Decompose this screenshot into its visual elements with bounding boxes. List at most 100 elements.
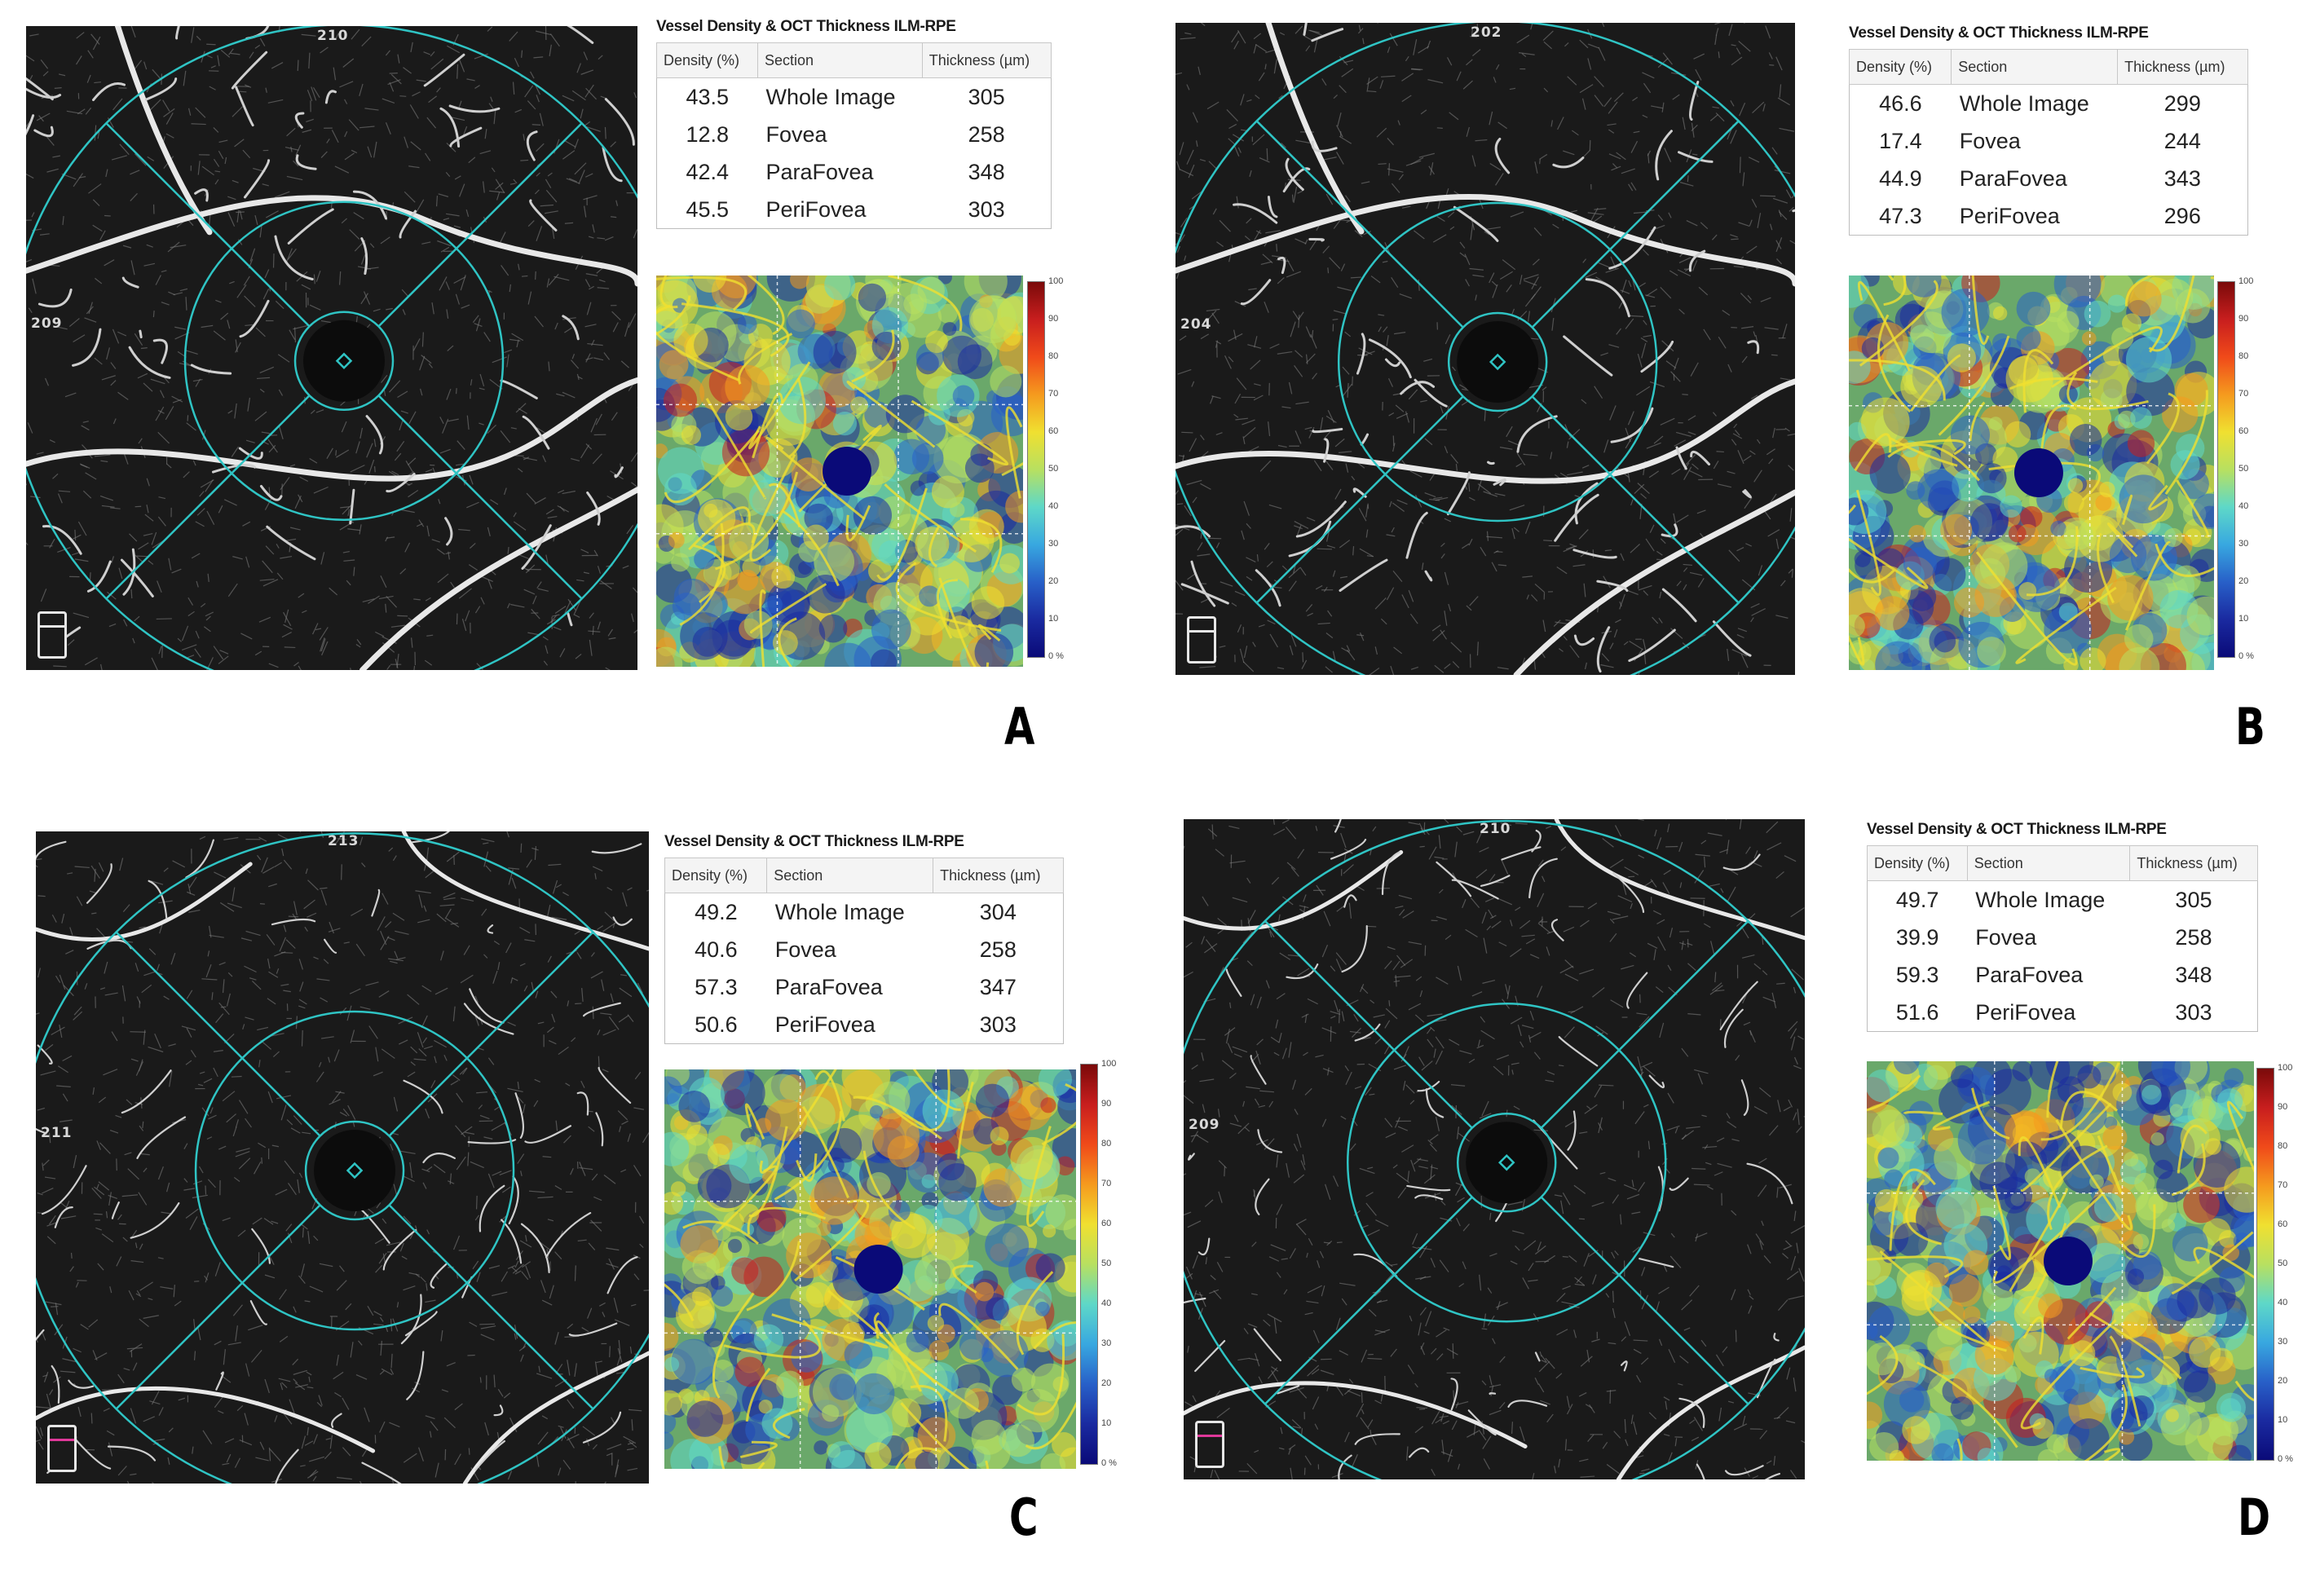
colorbar-tick-label: 30 bbox=[1101, 1338, 1112, 1348]
etdrs-grid-overlay bbox=[26, 26, 637, 670]
colorbar-tick-label: 40 bbox=[1101, 1298, 1112, 1308]
table-header-row: Density (%) Section Thickness (µm) bbox=[1848, 49, 2248, 85]
density-value: 45.5 bbox=[686, 196, 730, 222]
scan-depth-icon bbox=[47, 1425, 77, 1472]
panel-letter: C bbox=[1009, 1488, 1039, 1547]
colorbar-tick-label: 80 bbox=[1101, 1139, 1112, 1149]
density-value: 49.2 bbox=[695, 899, 738, 924]
colorbar-tick-label: 60 bbox=[1101, 1219, 1112, 1228]
colorbar-tick-label: 30 bbox=[2278, 1337, 2288, 1347]
section-name: Whole Image bbox=[1975, 887, 2106, 912]
table-row: 43.5 Whole Image 305 bbox=[657, 78, 1052, 117]
temporal-thickness-label: 211 bbox=[41, 1125, 73, 1141]
section-name: ParaFovea bbox=[765, 159, 874, 184]
fovea-low-density-spot bbox=[853, 1245, 903, 1294]
etdrs-grid-overlay bbox=[36, 832, 649, 1484]
colorbar-tick-label: 70 bbox=[1101, 1179, 1112, 1188]
section-name: PeriFovea bbox=[774, 1012, 876, 1037]
colorbar-tick-label: 10 bbox=[1048, 614, 1059, 624]
vessel-density-table: Density (%) Section Thickness (µm) 49.2 Whol… bbox=[664, 858, 1064, 1044]
colorbar-tick-label: 20 bbox=[1048, 576, 1059, 586]
section-name: ParaFovea bbox=[774, 974, 883, 999]
section-name: PeriFovea bbox=[1959, 203, 2060, 228]
density-value: 17.4 bbox=[1879, 128, 1922, 153]
colorbar-tick-label: 50 bbox=[1048, 464, 1059, 474]
thickness-value: 303 bbox=[979, 1012, 1017, 1037]
section-name: PeriFovea bbox=[1975, 999, 2076, 1025]
fovea-low-density-spot bbox=[2044, 1237, 2093, 1285]
table-row: 59.3 ParaFovea 348 bbox=[1868, 956, 2258, 994]
table-row: 49.7 Whole Image 305 bbox=[1868, 881, 2258, 919]
colorbar-tick-label: 50 bbox=[2238, 464, 2249, 474]
oct-angiography-image: 210 209 bbox=[26, 26, 637, 670]
density-value: 59.3 bbox=[1895, 962, 1939, 987]
thickness-value: 304 bbox=[979, 899, 1017, 924]
colorbar-tick-label: 40 bbox=[1048, 501, 1059, 511]
colorbar-tick-label: 20 bbox=[1101, 1378, 1112, 1388]
colorbar-tick-label: 60 bbox=[2238, 426, 2249, 436]
table-row: 45.5 PeriFovea 303 bbox=[657, 191, 1052, 229]
temporal-thickness-label: 204 bbox=[1180, 316, 1212, 333]
vessel-density-map bbox=[664, 1069, 1076, 1469]
colorbar-tick-label: 60 bbox=[2278, 1219, 2288, 1229]
section-name: Whole Image bbox=[765, 84, 896, 109]
thickness-value: 303 bbox=[2175, 999, 2212, 1025]
thickness-value: 296 bbox=[2163, 203, 2201, 228]
density-value: 47.3 bbox=[1879, 203, 1922, 228]
thickness-value: 258 bbox=[2175, 924, 2212, 950]
vessel-density-map bbox=[656, 276, 1023, 667]
section-name: ParaFovea bbox=[1975, 962, 2084, 987]
colorbar-tick-label: 0 % bbox=[2238, 651, 2254, 661]
panel-letter: B bbox=[2235, 697, 2265, 756]
density-colorbar bbox=[2217, 281, 2235, 658]
colorbar-tick-label: 40 bbox=[2278, 1298, 2288, 1307]
colorbar-tick-label: 60 bbox=[1048, 426, 1059, 436]
scan-depth-icon bbox=[37, 611, 67, 659]
colorbar-tick-label: 100 bbox=[2238, 276, 2254, 286]
table-row: 49.2 Whole Image 304 bbox=[665, 893, 1064, 932]
colorbar-tick-label: 80 bbox=[2238, 351, 2249, 361]
foveal-avascular-zone bbox=[303, 320, 385, 402]
thickness-value: 347 bbox=[979, 974, 1017, 999]
table-row: 47.3 PeriFovea 296 bbox=[1850, 197, 2248, 236]
superior-thickness-label: 210 bbox=[317, 28, 349, 44]
colorbar-tick-label: 90 bbox=[2278, 1102, 2288, 1112]
density-colorbar bbox=[1027, 281, 1045, 658]
panel-letter: A bbox=[1004, 697, 1035, 756]
table-row: 39.9 Fovea 258 bbox=[1868, 919, 2258, 956]
colorbar-tick-label: 30 bbox=[2238, 539, 2249, 549]
section-name: Whole Image bbox=[1959, 90, 2089, 116]
section-name: Fovea bbox=[774, 937, 836, 962]
table-header-row: Density (%) Section Thickness (µm) bbox=[656, 42, 1052, 78]
oct-angiography-image: 202 204 bbox=[1175, 23, 1795, 675]
table-title: Vessel Density & OCT Thickness ILM-RPE bbox=[1849, 24, 2149, 42]
colorbar-tick-label: 70 bbox=[2238, 389, 2249, 399]
fovea-low-density-spot bbox=[2013, 448, 2063, 497]
density-value: 57.3 bbox=[695, 974, 738, 999]
table-row: 50.6 PeriFovea 303 bbox=[665, 1006, 1064, 1044]
retinal-vessels bbox=[26, 26, 637, 670]
vessel-density-table: Density (%) Section Thickness (µm) 49.7 Whol… bbox=[1867, 845, 2258, 1032]
density-value: 39.9 bbox=[1895, 924, 1939, 950]
fovea-low-density-spot bbox=[823, 447, 871, 496]
density-colorbar bbox=[2256, 1068, 2274, 1461]
table-row: 17.4 Fovea 244 bbox=[1850, 122, 2248, 160]
table-header-row: Density (%) Section Thickness (µm) bbox=[1867, 845, 2258, 881]
colorbar-tick-label: 80 bbox=[2278, 1141, 2288, 1151]
colorbar-tick-label: 100 bbox=[2278, 1063, 2293, 1073]
table-title: Vessel Density & OCT Thickness ILM-RPE bbox=[664, 833, 964, 850]
section-name: Fovea bbox=[1975, 924, 2037, 950]
table-row: 44.9 ParaFovea 343 bbox=[1850, 160, 2248, 197]
colorbar-tick-label: 50 bbox=[1101, 1259, 1112, 1268]
density-header: Density (%) bbox=[1867, 845, 1968, 881]
section-name: PeriFovea bbox=[765, 196, 867, 222]
colorbar-tick-label: 100 bbox=[1048, 276, 1064, 286]
colorbar-tick-label: 10 bbox=[2278, 1415, 2288, 1425]
section-name: Fovea bbox=[765, 121, 827, 147]
vessel-density-table: Density (%) Section Thickness (µm) 46.6 Whol… bbox=[1848, 49, 2248, 236]
colorbar-tick-label: 0 % bbox=[1048, 651, 1064, 661]
section-name: Whole Image bbox=[774, 899, 905, 924]
table-row: 40.6 Fovea 258 bbox=[665, 931, 1064, 968]
density-heatmap bbox=[1867, 1061, 2254, 1461]
colorbar-tick-label: 10 bbox=[1101, 1418, 1112, 1428]
